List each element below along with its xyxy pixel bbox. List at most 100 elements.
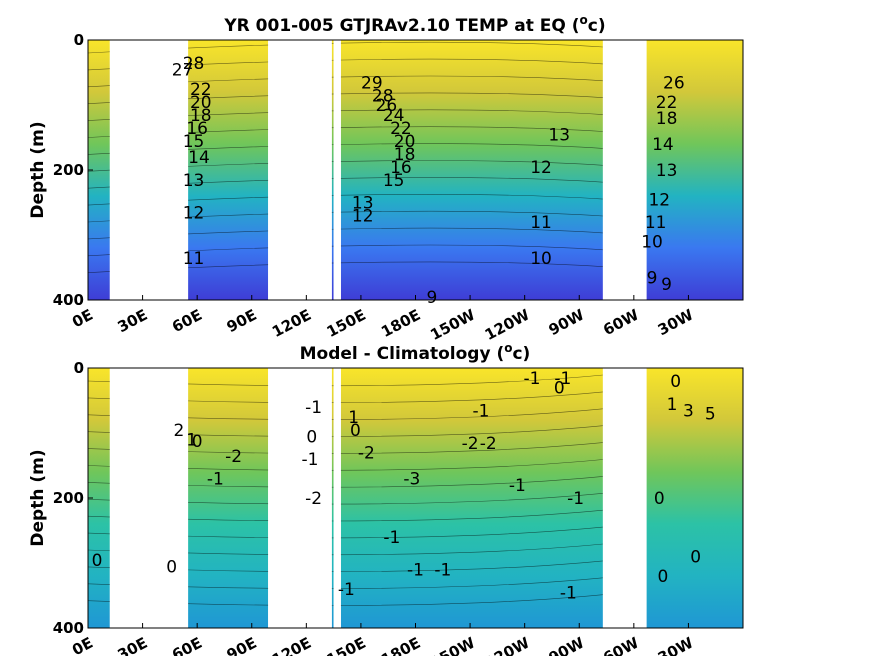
contour-label: 14 (652, 135, 674, 155)
contour-label: 10 (530, 249, 552, 269)
x-tick-label: 30W (655, 633, 697, 656)
contour-label: 0 (554, 379, 565, 399)
x-tick-label: 30E (115, 306, 151, 337)
contour-label: 0 (350, 421, 361, 441)
x-tick-label: 60W (600, 633, 642, 656)
x-tick-label: 120W (482, 633, 533, 656)
contour-label: -2 (225, 447, 242, 467)
land-mask-overlay (268, 368, 332, 628)
contour-label: 2 (174, 421, 185, 441)
contour-label: 1 (348, 408, 359, 428)
contour-label: 1 (667, 395, 678, 415)
contour-label: 3 (683, 401, 694, 421)
chart-title: Model - Climatology (oc) (300, 341, 531, 364)
contour-label: -1 (305, 398, 322, 418)
land-mask-overlay (109, 368, 189, 628)
contour-label: 0 (166, 557, 177, 577)
contour-lines (88, 368, 647, 628)
x-tick-label: 30W (655, 305, 697, 339)
x-tick-label: 150W (427, 633, 478, 656)
x-tick-label: 90W (546, 633, 588, 656)
panel-2: 2 10-2-10 0-10-1-210-2-3-2 -2-1-1 0-1-1-1-1-… (28, 341, 744, 656)
contour-label: 20 (190, 93, 212, 113)
contour-label: -1 (523, 369, 540, 389)
contour-label: -1 (383, 528, 400, 548)
land-mask-overlay (602, 40, 647, 300)
contour-label: 28 (372, 86, 394, 106)
contour-label: 20 (394, 132, 416, 152)
contour-label: -1 (338, 580, 355, 600)
contour-label: -1 (554, 369, 571, 389)
contour-label: 16 (390, 158, 412, 178)
contour-label: 22 (190, 80, 212, 100)
contour-label: 13 (548, 125, 570, 145)
contour-label: -2 (305, 489, 322, 509)
contour-label: 22 (656, 93, 678, 113)
contour-label: -2 (462, 434, 479, 454)
land-mask-overlay (268, 40, 332, 300)
x-tick-label: 90E (224, 634, 260, 656)
contour-label: 29 (361, 73, 383, 93)
y-tick-label: 200 (53, 161, 84, 179)
contour-label: 10 (641, 233, 663, 253)
x-tick-label: 180E (378, 634, 423, 656)
contour-label: 9 (661, 275, 672, 295)
x-tick-label: 60E (169, 634, 205, 656)
x-tick-label: 180E (378, 306, 423, 341)
contour-label: -1 (560, 583, 577, 603)
y-axis-label: Depth (m) (28, 449, 48, 546)
contour-label: -1 (473, 401, 490, 421)
contour-label: 18 (656, 109, 678, 129)
x-tick-label: 90E (224, 306, 260, 337)
contour-label: 11 (530, 213, 552, 233)
x-tick-label: 150W (427, 305, 478, 344)
contour-label: 12 (648, 190, 670, 210)
contour-label: 12 (183, 203, 205, 223)
x-tick-label: 0E (69, 306, 96, 332)
contour-label: 11 (645, 213, 667, 233)
x-tick-label: 120E (269, 306, 314, 341)
land-mask-overlay (333, 40, 341, 300)
contour-label: 15 (383, 171, 405, 191)
contour-label: 9 (647, 268, 658, 288)
contour-label: 27 (172, 60, 194, 80)
contour-label: 13 (183, 171, 205, 191)
x-tick-label: 150E (324, 634, 369, 656)
contour-label: 0 (658, 567, 669, 587)
contour-label: 15 (183, 132, 205, 152)
contour-label: 24 (383, 106, 405, 126)
contour-label: 13 (352, 194, 374, 214)
contour-label: 12 (352, 207, 374, 227)
contour-label: -3 (403, 470, 420, 490)
contour-label: 9 (426, 288, 437, 308)
contour-label: -1 (509, 476, 526, 496)
land-mask-overlay (109, 40, 189, 300)
x-tick-label: 60E (169, 306, 205, 337)
contour-label: 0 (92, 551, 103, 571)
y-tick-label: 0 (74, 359, 84, 377)
y-tick-label: 200 (53, 489, 84, 507)
x-tick-label: 90W (546, 305, 588, 339)
contour-label: 5 (705, 405, 716, 425)
contour-label: -1 (567, 489, 584, 509)
contour-label: -2 (480, 434, 497, 454)
panel-1: 2827222018161514131211292826242220181615… (28, 13, 744, 344)
x-tick-label: 150E (324, 306, 369, 341)
contour-label: 0 (192, 432, 203, 452)
contour-label: 0 (670, 372, 681, 392)
contour-label: 26 (376, 96, 398, 116)
x-tick-label: 120E (269, 634, 314, 656)
contour-label: 0 (690, 548, 701, 568)
contour-label: 16 (186, 119, 208, 139)
contour-lines (88, 40, 647, 300)
contour-label: 14 (188, 148, 210, 168)
contour-label: -1 (434, 561, 451, 581)
contour-label: 26 (663, 73, 685, 93)
contour-label: -1 (207, 470, 224, 490)
x-tick-label: 120W (482, 305, 533, 344)
land-mask-overlay (602, 368, 647, 628)
contour-label: 18 (394, 145, 416, 165)
contour-label: 0 (306, 427, 317, 447)
contour-label: -1 (407, 561, 424, 581)
